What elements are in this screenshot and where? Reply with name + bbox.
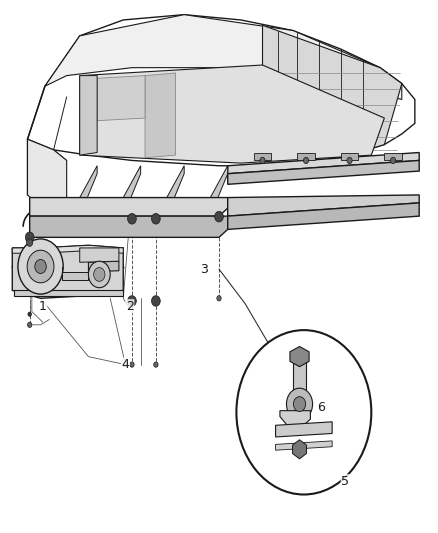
Polygon shape [145, 73, 176, 158]
Polygon shape [297, 152, 315, 160]
Polygon shape [62, 266, 88, 280]
Polygon shape [80, 166, 97, 216]
Circle shape [50, 265, 53, 268]
Polygon shape [28, 139, 67, 206]
Polygon shape [80, 76, 97, 155]
Circle shape [260, 157, 265, 164]
Polygon shape [80, 65, 385, 163]
Circle shape [27, 250, 54, 283]
Polygon shape [80, 248, 119, 262]
Polygon shape [276, 441, 332, 450]
Polygon shape [12, 245, 123, 298]
Circle shape [27, 239, 33, 246]
Circle shape [88, 261, 110, 288]
Polygon shape [293, 361, 306, 396]
Circle shape [18, 239, 63, 294]
Circle shape [29, 265, 32, 268]
Circle shape [217, 296, 221, 301]
Polygon shape [276, 422, 332, 437]
Polygon shape [341, 152, 358, 160]
Polygon shape [30, 216, 228, 237]
Circle shape [347, 157, 352, 164]
Polygon shape [228, 195, 419, 216]
Circle shape [25, 232, 34, 243]
Polygon shape [228, 203, 419, 229]
Polygon shape [12, 245, 123, 253]
Text: 3: 3 [200, 263, 208, 276]
Circle shape [152, 296, 160, 306]
Polygon shape [45, 14, 402, 100]
Polygon shape [254, 152, 271, 160]
Circle shape [127, 296, 136, 306]
Polygon shape [123, 166, 141, 216]
Circle shape [286, 388, 313, 420]
Circle shape [154, 298, 158, 304]
Circle shape [127, 214, 136, 224]
Polygon shape [290, 346, 309, 367]
Polygon shape [88, 261, 119, 272]
Polygon shape [30, 198, 228, 216]
Polygon shape [262, 25, 402, 166]
Polygon shape [228, 152, 419, 174]
Circle shape [391, 157, 396, 164]
Text: 6: 6 [318, 400, 325, 414]
Circle shape [154, 362, 158, 367]
Polygon shape [14, 290, 123, 296]
Text: 4: 4 [121, 358, 129, 371]
Polygon shape [293, 440, 307, 459]
Circle shape [94, 268, 105, 281]
Circle shape [28, 312, 32, 317]
Circle shape [45, 254, 47, 257]
Circle shape [152, 214, 160, 224]
Circle shape [215, 212, 223, 222]
Circle shape [130, 362, 134, 367]
Text: 5: 5 [341, 475, 349, 488]
Circle shape [304, 157, 309, 164]
Polygon shape [228, 160, 419, 184]
Text: 2: 2 [126, 300, 134, 313]
Circle shape [130, 298, 134, 304]
Polygon shape [28, 14, 415, 166]
Circle shape [237, 330, 371, 495]
Polygon shape [167, 166, 184, 216]
Circle shape [293, 397, 306, 411]
Polygon shape [280, 410, 311, 427]
Polygon shape [385, 152, 402, 160]
Circle shape [45, 276, 47, 279]
Text: 1: 1 [39, 300, 47, 313]
Circle shape [28, 322, 32, 327]
Circle shape [35, 260, 46, 273]
Polygon shape [97, 76, 145, 120]
Circle shape [34, 254, 37, 257]
Polygon shape [210, 166, 228, 216]
Circle shape [34, 276, 37, 279]
